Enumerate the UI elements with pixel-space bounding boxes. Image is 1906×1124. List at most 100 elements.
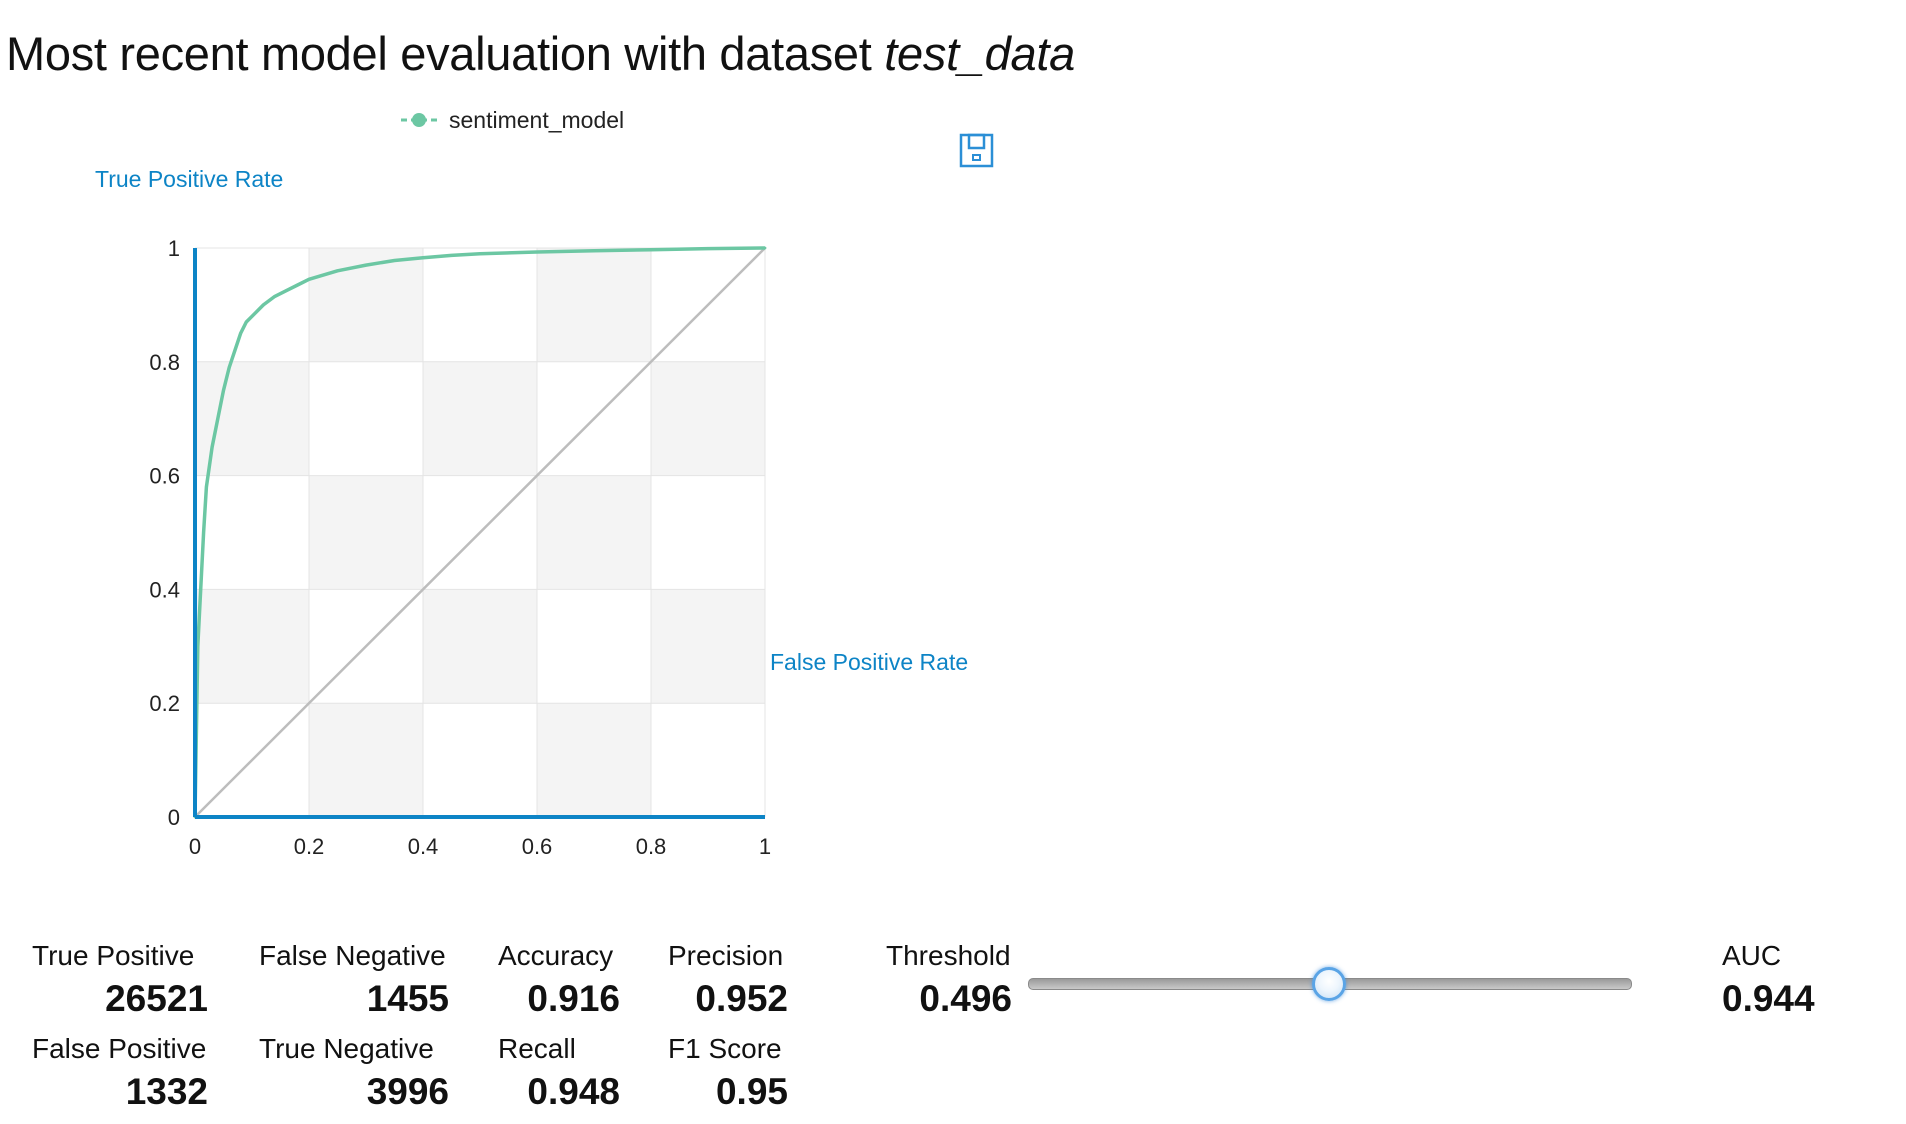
- legend-label-sentiment-model: sentiment_model: [449, 110, 624, 133]
- metric-value: 0.95: [715, 1071, 788, 1112]
- data-point: [250, 314, 254, 318]
- grid-band: [423, 361, 537, 476]
- save-icon: [959, 133, 994, 168]
- page-title-text: Most recent model evaluation with datase…: [6, 27, 885, 80]
- grid-band: [423, 589, 537, 704]
- data-point: [649, 248, 653, 252]
- y-axis-title: True Positive Rate: [95, 166, 283, 192]
- data-point: [296, 283, 299, 287]
- y-tick-label: 1: [168, 236, 180, 261]
- tick-labels: 0 0.2 0.4 0.6 0.8 1 0 0.2 0.4 0.6 0.8 1: [149, 236, 771, 859]
- metric-label: F1 Score: [668, 1033, 782, 1064]
- grid-band: [309, 248, 423, 362]
- roc-chart: 0 0.2 0.4 0.6 0.8 1 0 0.2 0.4 0.6 0.8 1 True Positi…: [95, 110, 994, 859]
- metric-value: 1455: [366, 978, 449, 1019]
- legend-marker-sentiment-model: [401, 113, 438, 127]
- data-point: [592, 249, 596, 253]
- data-point: [244, 320, 248, 324]
- y-tick-label: 0: [168, 805, 180, 830]
- data-point: [364, 263, 368, 267]
- grid-band: [537, 703, 651, 817]
- y-tick-label: 0.2: [149, 691, 180, 716]
- data-point: [478, 252, 482, 256]
- x-tick-label: 0.6: [522, 834, 553, 859]
- x-tick-label: 0.4: [408, 834, 439, 859]
- save-chart-button[interactable]: [959, 133, 994, 168]
- metric-label: AUC: [1722, 940, 1782, 971]
- data-point: [216, 417, 220, 421]
- metric-value: 0.944: [1722, 978, 1815, 1019]
- grid-band: [537, 248, 651, 362]
- metric-label: False Positive: [32, 1033, 207, 1064]
- data-point: [196, 644, 200, 648]
- grid-band: [651, 361, 765, 476]
- slider-thumb[interactable]: [1311, 967, 1346, 1001]
- grid-band: [651, 589, 765, 704]
- metric-label: False Negative: [259, 940, 446, 971]
- metric-threshold: Threshold 0.496: [886, 940, 1012, 1020]
- data-point: [202, 531, 205, 534]
- data-point: [450, 253, 453, 257]
- metric-precision: Precision 0.952: [668, 940, 788, 1020]
- legend[interactable]: sentiment_model: [401, 110, 624, 133]
- grid-band: [195, 589, 309, 704]
- data-point: [233, 349, 237, 352]
- legend-dot: [412, 113, 426, 127]
- data-point: [421, 256, 425, 260]
- grid-band: [195, 361, 309, 476]
- metric-recall: Recall 0.948: [498, 1033, 620, 1113]
- metric-value: 0.496: [919, 978, 1012, 1019]
- threshold-slider[interactable]: [1028, 964, 1632, 1004]
- y-tick-label: 0.8: [149, 350, 180, 375]
- metric-label: Precision: [668, 940, 784, 971]
- metric-label: Accuracy: [498, 940, 614, 971]
- metric-false-negative: False Negative 1455: [259, 940, 449, 1020]
- data-point: [227, 366, 231, 369]
- y-tick-label: 0.4: [149, 577, 180, 602]
- data-point: [222, 388, 225, 392]
- metric-value: 0.948: [527, 1071, 620, 1112]
- metric-value: 26521: [105, 978, 208, 1019]
- metric-value: 0.952: [695, 978, 788, 1019]
- metric-true-negative: True Negative 3996: [259, 1033, 449, 1113]
- metric-value: 3996: [366, 1071, 449, 1112]
- metric-auc: AUC 0.944: [1722, 940, 1822, 1020]
- x-tick-label: 0.8: [636, 834, 667, 859]
- x-tick-label: 0.2: [294, 834, 325, 859]
- data-point: [273, 294, 277, 298]
- y-tick-label: 0.6: [149, 464, 180, 489]
- metric-true-positive: True Positive 26521: [32, 940, 208, 1020]
- series-layer: [193, 246, 767, 819]
- data-point: [393, 259, 396, 262]
- metric-f1-score: F1 Score 0.95: [668, 1033, 788, 1113]
- data-point: [336, 269, 339, 273]
- data-point: [284, 289, 288, 293]
- grid-band: [537, 475, 651, 590]
- page-title: Most recent model evaluation with datase…: [6, 26, 1075, 81]
- metric-value: 0.916: [527, 978, 620, 1019]
- data-point: [763, 246, 767, 250]
- grid-band: [309, 703, 423, 817]
- random-baseline-line: [194, 247, 766, 818]
- metric-accuracy: Accuracy 0.916: [498, 940, 620, 1020]
- data-point: [307, 277, 311, 281]
- x-tick-label: 0: [189, 834, 201, 859]
- metric-label: True Negative: [259, 1033, 434, 1064]
- data-point: [210, 445, 214, 449]
- data-point: [199, 588, 203, 591]
- metric-false-positive: False Positive 1332: [32, 1033, 208, 1113]
- metric-label: True Positive: [32, 940, 195, 971]
- dataset-name: test_data: [884, 27, 1075, 80]
- grid-band: [309, 475, 423, 590]
- data-point: [262, 303, 265, 307]
- x-axis-title: False Positive Rate: [770, 649, 968, 675]
- data-point: [535, 250, 539, 254]
- metric-label: Recall: [498, 1033, 576, 1064]
- data-point: [239, 331, 243, 335]
- x-tick-label: 1: [759, 834, 771, 859]
- metric-label: Threshold: [886, 940, 1011, 971]
- metric-value: 1332: [125, 1071, 208, 1112]
- data-point: [205, 485, 208, 489]
- data-point: [706, 247, 710, 250]
- axes: [193, 248, 765, 819]
